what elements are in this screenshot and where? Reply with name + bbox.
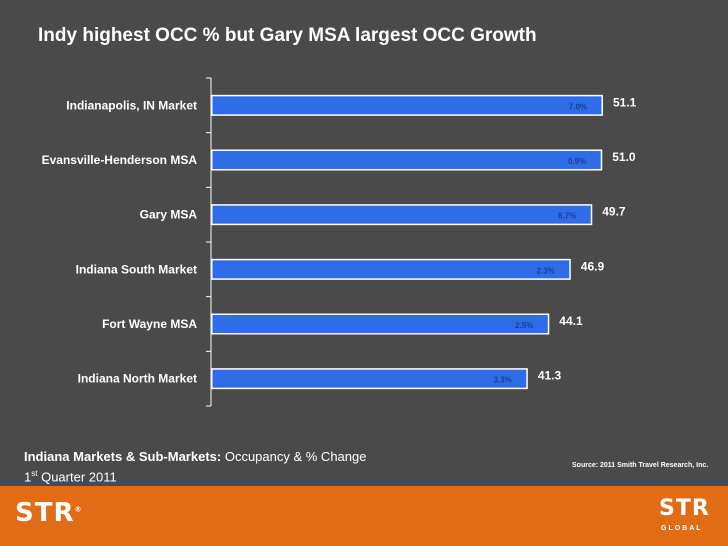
str-logo-text: STR [15, 498, 75, 528]
caption-rest: Occupancy & % Change [221, 449, 367, 464]
value-label: 51.0 [612, 150, 636, 164]
category-label: Evansville-Henderson MSA [42, 153, 198, 167]
registered-mark: ® [74, 505, 83, 514]
str-global-logo-sub: GLOBAL [661, 525, 703, 532]
pct-change-label: 0.9% [568, 157, 586, 166]
source-note: Source: 2011 Smith Travel Research, Inc. [572, 462, 709, 469]
caption-line2-rest: Quarter 2011 [37, 469, 117, 485]
value-label: 49.7 [602, 205, 626, 219]
bar [212, 369, 527, 388]
bar [212, 205, 591, 224]
pct-change-label: 3.3% [494, 376, 512, 385]
pct-change-label: 2.5% [515, 321, 533, 330]
category-label: Indiana North Market [78, 372, 197, 386]
pct-change-label: 8.7% [558, 212, 576, 221]
category-label: Indianapolis, IN Market [66, 98, 197, 112]
bar [212, 315, 548, 333]
caption-line2-sup: st [31, 469, 38, 478]
footer-bar [0, 486, 728, 546]
category-label: Fort Wayne MSA [102, 317, 197, 331]
category-label: Gary MSA [140, 208, 198, 222]
chart-caption: Indiana Markets & Sub-Markets: Occupancy… [24, 448, 366, 485]
str-global-logo: STR [659, 496, 710, 521]
value-label: 44.1 [559, 314, 583, 328]
bar [212, 260, 570, 279]
value-label: 41.3 [538, 369, 562, 383]
value-label: 46.9 [581, 259, 605, 273]
str-logo: STR® [15, 498, 82, 528]
bar [212, 151, 601, 169]
value-label: 51.1 [613, 95, 637, 109]
slide-title: Indy highest OCC % but Gary MSA largest … [38, 25, 537, 46]
pct-change-label: 2.3% [537, 266, 555, 275]
occupancy-bar-chart: Indianapolis, IN Market 7.0% 51.1 Evansvill… [42, 77, 637, 407]
caption-line2-prefix: 1 [24, 469, 32, 485]
chart-panel [0, 0, 728, 486]
category-label: Indiana South Market [76, 262, 197, 276]
bar [212, 96, 602, 115]
caption-bold: Indiana Markets & Sub-Markets: [24, 449, 222, 464]
pct-change-label: 7.0% [569, 102, 587, 111]
